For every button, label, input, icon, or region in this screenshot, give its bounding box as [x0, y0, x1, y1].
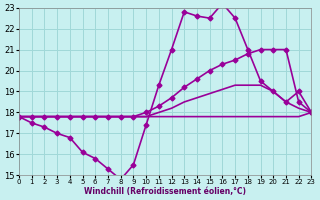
X-axis label: Windchill (Refroidissement éolien,°C): Windchill (Refroidissement éolien,°C) — [84, 187, 246, 196]
